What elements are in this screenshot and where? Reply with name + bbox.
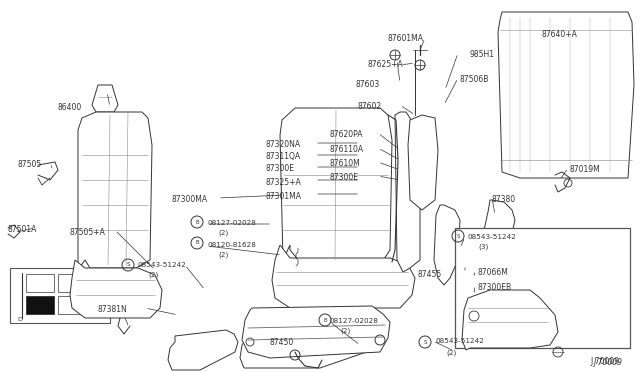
Polygon shape bbox=[462, 290, 558, 350]
Text: S: S bbox=[126, 263, 130, 267]
Text: 08120-81628: 08120-81628 bbox=[208, 242, 257, 248]
Text: 87601MA: 87601MA bbox=[388, 34, 424, 43]
Text: 87380: 87380 bbox=[492, 195, 516, 204]
Bar bbox=[26, 296, 54, 314]
Text: 87320NA: 87320NA bbox=[265, 140, 300, 149]
Text: B: B bbox=[195, 241, 199, 246]
Text: 87602: 87602 bbox=[358, 102, 382, 111]
Text: 87501A: 87501A bbox=[8, 225, 37, 234]
Text: (2): (2) bbox=[340, 328, 350, 334]
Text: 876110A: 876110A bbox=[330, 145, 364, 154]
Polygon shape bbox=[92, 85, 118, 112]
Text: 87301MA: 87301MA bbox=[265, 192, 301, 201]
Text: 08543-51242: 08543-51242 bbox=[468, 234, 517, 240]
Text: 87381N: 87381N bbox=[97, 305, 127, 314]
Text: 87300EB: 87300EB bbox=[478, 283, 512, 292]
Polygon shape bbox=[272, 245, 415, 308]
Polygon shape bbox=[70, 260, 162, 318]
Text: S: S bbox=[423, 340, 427, 344]
Polygon shape bbox=[242, 306, 390, 358]
Polygon shape bbox=[78, 112, 152, 270]
Text: 87506B: 87506B bbox=[460, 75, 490, 84]
Text: J 70009: J 70009 bbox=[593, 358, 622, 367]
Text: B: B bbox=[195, 219, 199, 224]
Text: 87603: 87603 bbox=[356, 80, 380, 89]
Text: J 70009: J 70009 bbox=[590, 357, 619, 366]
Text: (3): (3) bbox=[478, 244, 488, 250]
Text: 87019M: 87019M bbox=[570, 165, 601, 174]
Text: 87450: 87450 bbox=[270, 338, 294, 347]
Text: 87066M: 87066M bbox=[478, 268, 509, 277]
Polygon shape bbox=[484, 200, 515, 248]
Text: 08543-51242: 08543-51242 bbox=[138, 262, 187, 268]
Text: 87505: 87505 bbox=[18, 160, 42, 169]
Text: 87610M: 87610M bbox=[330, 159, 361, 168]
Text: 87640+A: 87640+A bbox=[541, 30, 577, 39]
Text: 87325+A: 87325+A bbox=[265, 178, 301, 187]
Polygon shape bbox=[395, 112, 420, 272]
Text: 985H1: 985H1 bbox=[470, 50, 495, 59]
Bar bbox=[26, 274, 54, 292]
Polygon shape bbox=[434, 205, 460, 285]
Text: 08127-02028: 08127-02028 bbox=[330, 318, 379, 324]
Bar bbox=[455, 228, 630, 348]
Text: 87300MA: 87300MA bbox=[172, 195, 208, 204]
Text: D: D bbox=[17, 317, 22, 322]
Text: 87620PA: 87620PA bbox=[330, 130, 364, 139]
Text: (2): (2) bbox=[218, 230, 228, 237]
Text: 87455: 87455 bbox=[418, 270, 442, 279]
Text: (2): (2) bbox=[218, 252, 228, 259]
Text: (2): (2) bbox=[148, 272, 158, 279]
Text: (2): (2) bbox=[446, 350, 456, 356]
Polygon shape bbox=[408, 115, 438, 210]
Text: 87300E: 87300E bbox=[330, 173, 359, 182]
Bar bbox=[58, 296, 94, 314]
Text: 08127-02028: 08127-02028 bbox=[208, 220, 257, 226]
Polygon shape bbox=[240, 326, 382, 368]
Text: 87311QA: 87311QA bbox=[265, 152, 300, 161]
Bar bbox=[10, 268, 110, 323]
Bar bbox=[58, 274, 94, 292]
Polygon shape bbox=[168, 330, 238, 370]
Text: 87625+A: 87625+A bbox=[368, 60, 404, 69]
Text: B: B bbox=[323, 317, 327, 323]
Polygon shape bbox=[498, 12, 634, 178]
Text: 87300E: 87300E bbox=[265, 164, 294, 173]
Text: 87505+A: 87505+A bbox=[70, 228, 106, 237]
Text: 08543-51242: 08543-51242 bbox=[436, 338, 485, 344]
Text: S: S bbox=[456, 234, 460, 238]
Polygon shape bbox=[280, 108, 392, 262]
Text: 86400: 86400 bbox=[57, 103, 81, 112]
